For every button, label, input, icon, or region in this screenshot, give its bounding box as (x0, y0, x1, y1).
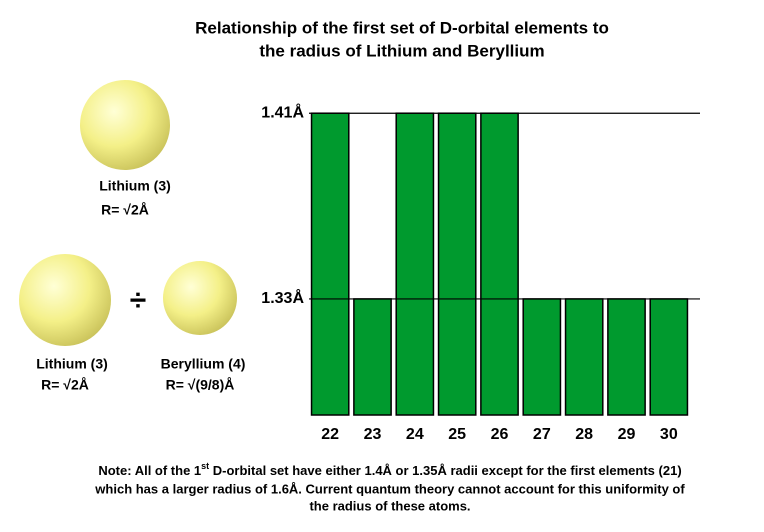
chart-title: Relationship of the first set of D-orbit… (195, 18, 609, 37)
x-tick-label: 22 (321, 426, 339, 443)
bar (353, 298, 392, 416)
beryllium-sphere (163, 261, 237, 335)
x-tick-label: 28 (575, 426, 593, 443)
bar (649, 298, 689, 416)
annotation: R= √2Å (41, 377, 89, 393)
x-tick-label: 26 (491, 426, 509, 443)
y-tick-label: 1.41Å (261, 102, 304, 121)
note-text: D-orbital set have either 1.4Å or 1.35Å … (209, 463, 682, 478)
lithium-sphere (19, 254, 111, 346)
note-sup: st (201, 461, 209, 471)
x-tick-label: 23 (364, 426, 382, 443)
bar (310, 112, 350, 416)
y-tick-label: 1.33Å (261, 288, 304, 307)
annotation: R= √(9/8)Å (166, 377, 235, 393)
bar (564, 298, 604, 416)
bar (437, 112, 477, 416)
chart-title: the radius of Lithium and Beryllium (259, 41, 544, 60)
x-tick-label: 27 (533, 426, 551, 443)
x-tick-label: 30 (660, 426, 678, 443)
bar (522, 298, 562, 416)
divide-sign: ÷ (130, 284, 146, 317)
x-tick-label: 25 (448, 426, 466, 443)
lithium-sphere (80, 80, 170, 170)
x-tick-label: 29 (618, 426, 636, 443)
note: Note: All of the 1st D-orbital set have … (98, 461, 681, 478)
bar (480, 112, 519, 416)
annotation: Lithium (3) (99, 178, 171, 194)
bar (607, 298, 646, 416)
note: the radius of these atoms. (309, 498, 470, 513)
annotation: Beryllium (4) (161, 356, 246, 372)
x-tick-label: 24 (406, 426, 424, 443)
annotation: Lithium (3) (36, 356, 108, 372)
annotation: R= √2Å (101, 202, 149, 218)
note: which has a larger radius of 1.6Å. Curre… (94, 481, 685, 496)
note-text: Note: All of the 1 (98, 463, 201, 478)
bar (395, 112, 435, 416)
